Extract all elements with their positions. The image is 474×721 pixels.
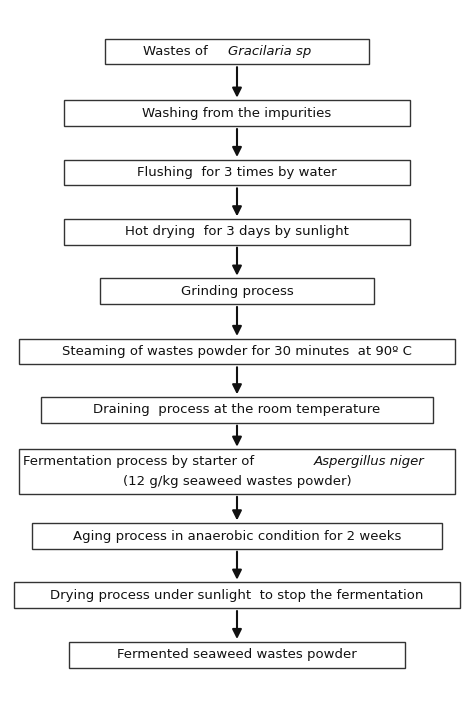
Text: Fermented seaweed wastes powder: Fermented seaweed wastes powder [117, 648, 357, 661]
FancyBboxPatch shape [64, 100, 410, 126]
Text: Aspergillus niger: Aspergillus niger [314, 456, 425, 469]
Text: Draining  process at the room temperature: Draining process at the room temperature [93, 404, 381, 417]
Text: Aging process in anaerobic condition for 2 weeks: Aging process in anaerobic condition for… [73, 529, 401, 542]
Text: Drying process under sunlight  to stop the fermentation: Drying process under sunlight to stop th… [50, 589, 424, 602]
FancyBboxPatch shape [100, 278, 374, 304]
FancyBboxPatch shape [18, 449, 456, 494]
FancyBboxPatch shape [14, 583, 460, 609]
FancyBboxPatch shape [105, 39, 369, 64]
Text: Grinding process: Grinding process [181, 285, 293, 298]
Text: Gracilaria sp: Gracilaria sp [228, 45, 311, 58]
Text: Steaming of wastes powder for 30 minutes  at 90º C: Steaming of wastes powder for 30 minutes… [62, 345, 412, 358]
Text: (12 g/kg seaweed wastes powder): (12 g/kg seaweed wastes powder) [123, 475, 351, 488]
FancyBboxPatch shape [18, 339, 456, 364]
Text: Washing from the impurities: Washing from the impurities [142, 107, 332, 120]
Text: Wastes of: Wastes of [143, 45, 212, 58]
FancyBboxPatch shape [41, 397, 433, 423]
FancyBboxPatch shape [69, 642, 405, 668]
FancyBboxPatch shape [64, 160, 410, 185]
FancyBboxPatch shape [32, 523, 442, 549]
FancyBboxPatch shape [64, 219, 410, 245]
Text: Hot drying  for 3 days by sunlight: Hot drying for 3 days by sunlight [125, 226, 349, 239]
Text: Fermentation process by starter of: Fermentation process by starter of [23, 456, 258, 469]
Text: Flushing  for 3 times by water: Flushing for 3 times by water [137, 166, 337, 179]
